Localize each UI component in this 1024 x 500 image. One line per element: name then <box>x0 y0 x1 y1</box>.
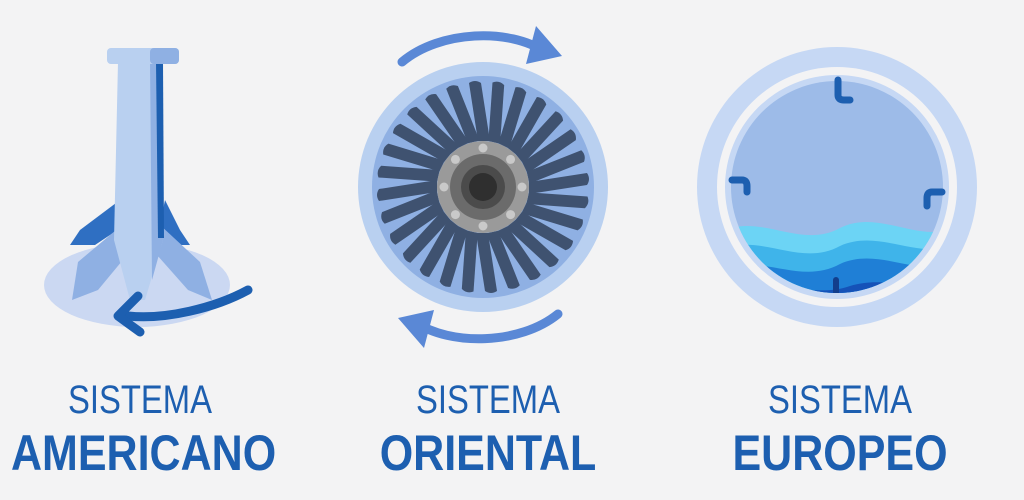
impeller-blade <box>521 202 583 231</box>
hub-bolt <box>439 182 449 192</box>
panel-oriental: SISTEMA ORIENTAL <box>340 0 640 500</box>
impeller-blade <box>461 230 478 293</box>
impeller-blade <box>506 219 559 268</box>
impeller-blade <box>402 210 451 263</box>
panel-americano-subtitle: SISTEMA <box>68 378 212 422</box>
agitator-washer-icon <box>44 48 253 337</box>
impeller-blade <box>498 87 527 149</box>
impeller-blade <box>419 218 459 278</box>
impeller-blade <box>381 190 440 224</box>
impeller-blade <box>392 123 452 163</box>
panel-europeo-subtitle: SISTEMA <box>768 378 912 422</box>
panel-oriental-title: ORIENTAL <box>379 425 597 481</box>
hub-bolt <box>506 154 516 164</box>
hub-bolt <box>450 154 460 164</box>
impeller-blade <box>446 85 480 144</box>
impeller-blade <box>377 180 437 201</box>
impeller-blade <box>496 226 541 280</box>
impeller-blade <box>515 111 564 164</box>
panel-americano-title: AMERICANO <box>11 425 277 481</box>
impeller-blade <box>439 225 468 287</box>
impeller-blade <box>529 173 589 194</box>
impeller-blade <box>377 165 440 182</box>
panel-oriental-subtitle: SISTEMA <box>416 378 560 422</box>
impeller-washer-icon <box>358 26 608 348</box>
hub-bolt <box>517 182 527 192</box>
panel-europeo: SISTEMA EUROPEO <box>690 0 990 500</box>
impeller-blade <box>486 230 520 289</box>
impeller-blade <box>526 150 585 184</box>
impeller-blade <box>526 192 589 209</box>
impeller-blade <box>507 96 547 156</box>
impeller-blade <box>390 200 444 245</box>
hub-bolt <box>450 210 460 220</box>
impeller-blade <box>522 129 576 174</box>
impeller-blade <box>476 233 497 293</box>
hub-bolt <box>506 210 516 220</box>
impeller-blade <box>488 81 505 144</box>
impeller-blade <box>469 81 490 141</box>
hub-bolt <box>478 143 488 153</box>
impeller-blade <box>514 211 574 251</box>
impeller-blade <box>425 94 470 148</box>
impeller-blade <box>383 143 445 172</box>
hub-bolt <box>478 221 488 231</box>
panel-americano: SISTEMA AMERICANO <box>0 0 300 500</box>
panel-europeo-title: EUROPEO <box>732 425 948 481</box>
impeller-blade <box>407 106 460 155</box>
drum-washer-icon <box>697 47 977 327</box>
